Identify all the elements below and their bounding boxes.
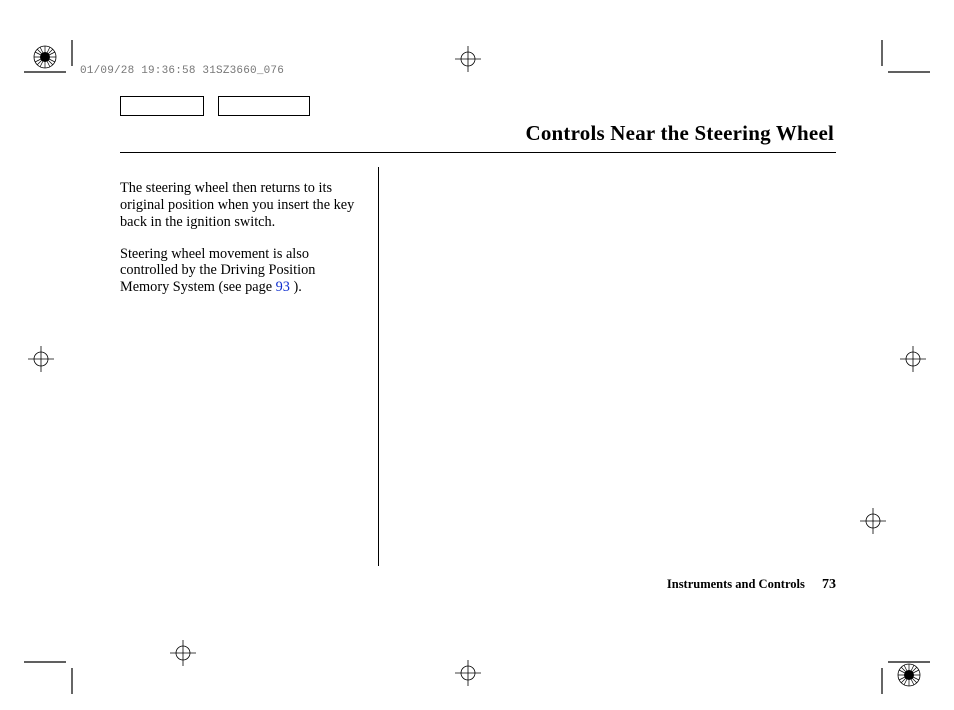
paragraph-2b: ). xyxy=(290,279,302,295)
reg-mark-top xyxy=(455,46,481,72)
reg-mark-bottom xyxy=(455,660,481,686)
footer-page-number: 73 xyxy=(822,577,836,592)
crop-mark-bl xyxy=(24,650,84,694)
page-link-93[interactable]: 93 xyxy=(276,279,290,295)
radial-mark-tl xyxy=(30,42,60,72)
paragraph-2: Steering wheel movement is also controll… xyxy=(120,246,364,297)
reg-mark-left xyxy=(28,346,54,372)
print-timestamp: 01/09/28 19:36:58 31SZ3660_076 xyxy=(80,65,284,77)
reg-mark-right xyxy=(900,346,926,372)
page-title: Controls Near the Steering Wheel xyxy=(525,121,834,146)
reg-mark-inner-right xyxy=(860,508,886,534)
column-divider xyxy=(378,167,379,566)
body-column: The steering wheel then returns to its o… xyxy=(120,180,364,311)
radial-mark-br xyxy=(894,660,924,690)
tab-box-2 xyxy=(218,96,310,116)
paragraph-1: The steering wheel then returns to its o… xyxy=(120,180,364,231)
footer-section-label: Instruments and Controls xyxy=(667,577,805,591)
footer: Instruments and Controls 73 xyxy=(667,577,836,593)
tab-box-1 xyxy=(120,96,204,116)
crop-mark-tr xyxy=(870,40,930,84)
title-rule xyxy=(120,152,836,153)
reg-mark-inner-top xyxy=(170,640,196,666)
